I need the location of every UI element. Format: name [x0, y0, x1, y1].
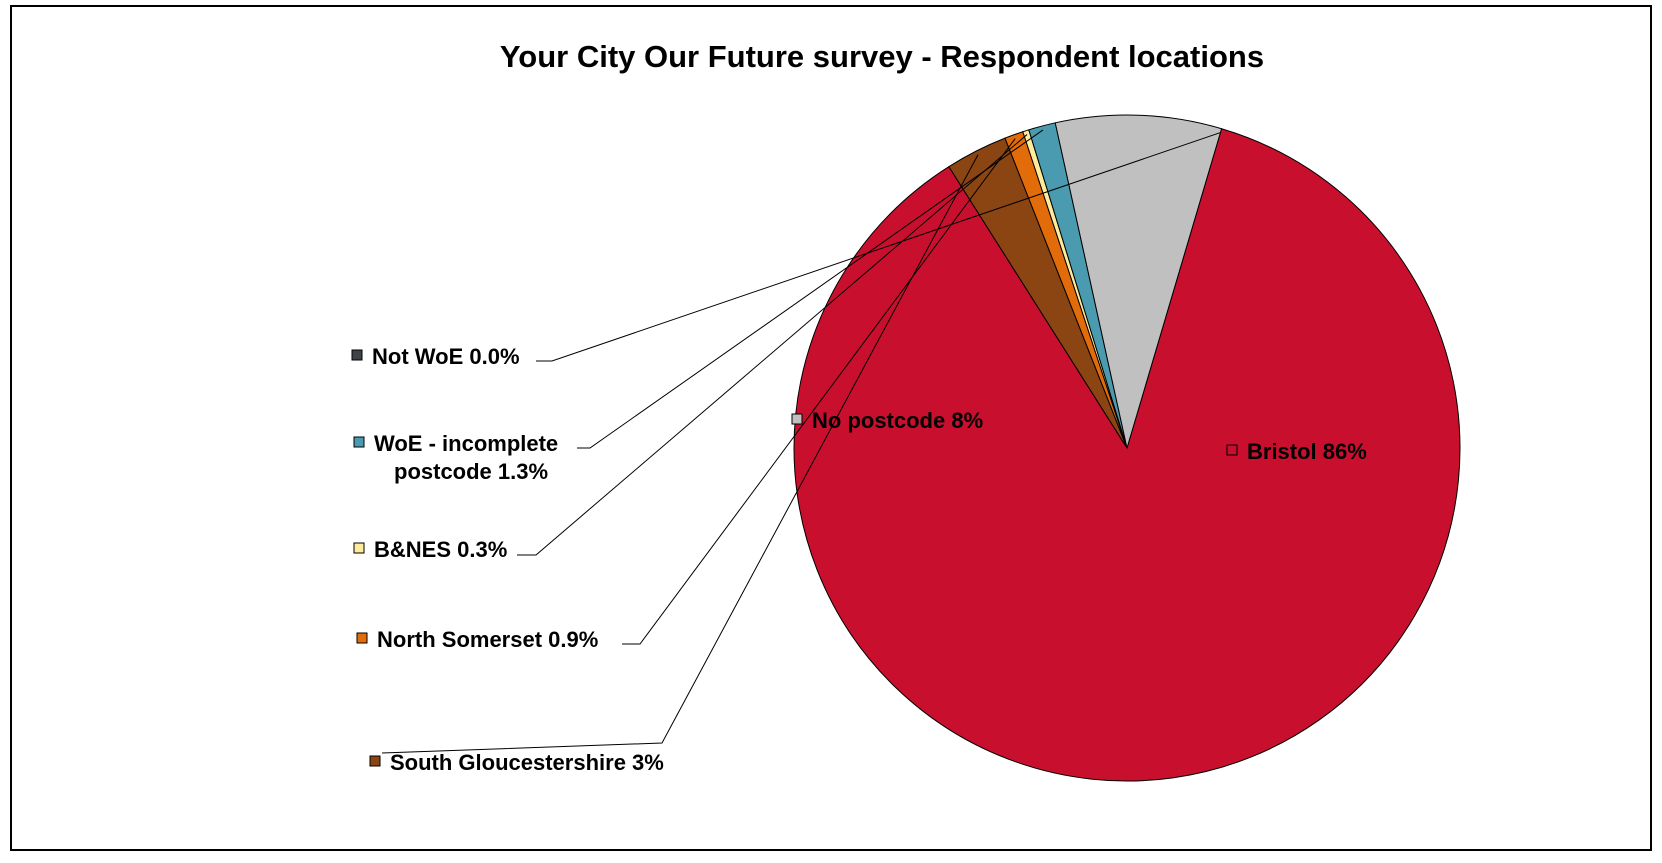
legend-marker-bristol: [1226, 444, 1238, 456]
data-label-b-nes: B&NES 0.3%: [353, 537, 507, 562]
legend-marker-north-somerset: [356, 632, 368, 644]
chart-title: Your City Our Future survey - Respondent…: [500, 39, 1264, 74]
label-text-not-woe: Not WoE 0.0%: [372, 344, 520, 369]
label-text-north-somerset: North Somerset 0.9%: [377, 627, 598, 652]
label-text-bristol: Bristol 86%: [1247, 439, 1367, 464]
data-label-bristol: Bristol 86%: [1226, 439, 1367, 464]
leader-line-not-woe: [536, 132, 1221, 362]
label-text-woe-incomplete-postcode-line2: postcode 1.3%: [394, 459, 548, 484]
leader-line-south-gloucestershire: [381, 154, 979, 754]
legend-marker-south-gloucestershire: [369, 755, 381, 767]
legend-marker-no-postcode: [791, 413, 803, 425]
legend-marker-woe-incomplete-postcode: [353, 436, 365, 448]
chart-frame: Your City Our Future survey - Respondent…: [10, 5, 1652, 851]
pie-slice-bristol: [793, 128, 1461, 782]
label-text-no-postcode: No postcode 8%: [812, 408, 983, 433]
pie-slice-no-postcode: [1054, 114, 1223, 449]
leader-line-north-somerset: [622, 138, 1016, 645]
data-label-south-gloucestershire: South Gloucestershire 3%: [369, 750, 664, 775]
data-label-north-somerset: North Somerset 0.9%: [356, 627, 598, 652]
data-label-not-woe: Not WoE 0.0%: [351, 344, 520, 369]
label-text-woe-incomplete-postcode: WoE - incomplete: [374, 431, 558, 456]
legend-marker-b-nes: [353, 542, 365, 554]
label-text-b-nes: B&NES 0.3%: [374, 537, 507, 562]
data-label-woe-incomplete-postcode: WoE - incomplete postcode 1.3%: [353, 431, 558, 484]
leader-line-b-nes: [517, 134, 1028, 556]
legend-marker-not-woe: [351, 349, 363, 361]
label-text-south-gloucestershire: South Gloucestershire 3%: [390, 750, 664, 775]
leader-line-woe-incomplete-postcode: [577, 129, 1044, 449]
data-label-no-postcode: No postcode 8%: [791, 408, 983, 433]
pie-chart: Your City Our Future survey - Respondent…: [351, 39, 1461, 782]
